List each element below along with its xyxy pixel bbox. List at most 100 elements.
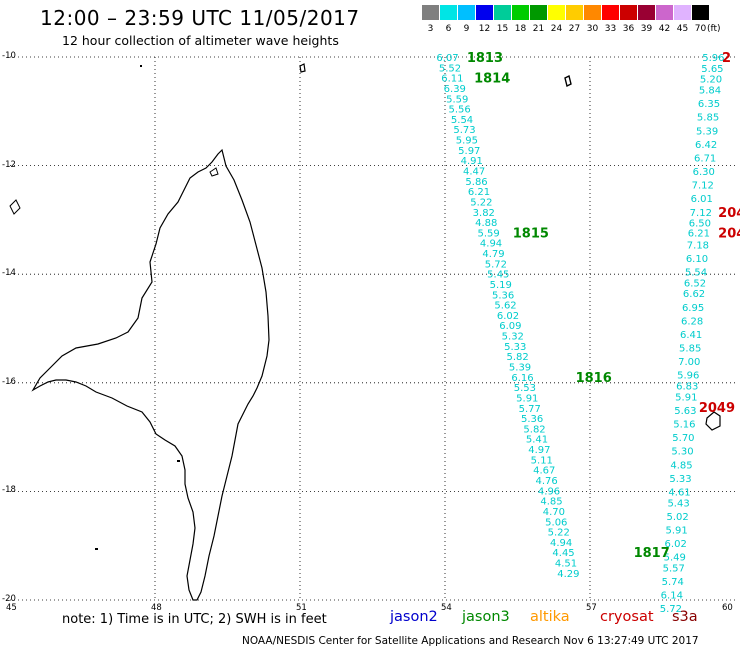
wave-value-desc-36: 5.82 [523, 424, 545, 435]
lon-label-51: 51 [296, 603, 307, 613]
wave-value-asc-16: 6.10 [686, 254, 708, 265]
lon-label-48: 48 [151, 603, 162, 613]
wave-value-asc-32: 4.85 [670, 460, 692, 471]
wave-value-asc-27: 5.91 [675, 392, 697, 403]
legend-cryosat: cryosat [600, 609, 654, 625]
wave-value-asc-24: 7.00 [678, 357, 700, 368]
wave-value-desc-31: 6.16 [511, 373, 533, 384]
wave-value-desc-27: 5.32 [502, 332, 524, 343]
wave-value-desc-44: 4.70 [543, 507, 565, 518]
wave-value-asc-40: 5.57 [663, 563, 685, 574]
wave-value-desc-19: 4.79 [482, 249, 504, 260]
wave-value-asc-25: 5.96 [677, 371, 699, 382]
wave-value-desc-45: 5.06 [545, 517, 567, 528]
time-label-jason3-2: 1815 [513, 226, 549, 241]
wave-value-desc-43: 4.85 [540, 497, 562, 508]
wave-value-asc-5: 5.85 [697, 113, 719, 124]
wave-value-desc-15: 3.82 [473, 208, 495, 219]
north-islet [299, 63, 306, 73]
scale-label-15: 15 [496, 24, 509, 34]
wave-value-asc-36: 5.02 [666, 512, 688, 523]
wave-value-asc-14: 6.21 [688, 228, 710, 239]
wave-value-desc-0: 6.07 [436, 53, 458, 64]
scale-swatch-18 [512, 5, 529, 20]
agalega-islet [564, 74, 572, 88]
wave-value-asc-39: 5.49 [664, 553, 686, 564]
scale-swatch-45 [674, 5, 691, 20]
islet-dot-1 [140, 65, 142, 67]
wave-value-asc-8: 6.71 [694, 153, 716, 164]
wave-value-desc-9: 5.97 [458, 146, 480, 157]
wave-value-desc-12: 5.86 [465, 177, 487, 188]
wave-value-desc-16: 4.88 [475, 218, 497, 229]
scale-swatch-70 [692, 5, 709, 20]
wave-value-desc-34: 5.77 [519, 404, 541, 415]
time-label-cryosat-8: 2049 [699, 401, 735, 416]
wave-value-desc-38: 4.97 [528, 445, 550, 456]
wave-value-asc-33: 5.33 [669, 474, 691, 485]
wave-value-desc-25: 6.02 [497, 311, 519, 322]
footer-note: note: 1) Time is in UTC; 2) SWH is in fe… [62, 612, 327, 627]
time-label-jason3-0: 1813 [467, 51, 503, 66]
wave-value-desc-13: 6.21 [468, 187, 490, 198]
wave-value-asc-15: 7.18 [687, 240, 709, 251]
scale-label-42: 42 [658, 24, 671, 34]
scale-label-70: 70 [694, 24, 707, 34]
wave-value-desc-6: 5.54 [451, 115, 473, 126]
scale-label-33: 33 [604, 24, 617, 34]
wave-value-desc-28: 5.33 [504, 342, 526, 353]
wave-value-desc-21: 5.45 [487, 270, 509, 281]
wave-value-desc-29: 5.82 [507, 352, 529, 363]
scale-swatch-33 [602, 5, 619, 20]
wave-value-asc-34: 4.61 [668, 487, 690, 498]
wave-value-desc-4: 5.59 [446, 94, 468, 105]
wave-value-asc-2: 5.20 [700, 75, 722, 86]
scale-swatch-39 [638, 5, 655, 20]
wave-value-desc-47: 4.94 [550, 538, 572, 549]
wave-value-desc-3: 6.39 [444, 84, 466, 95]
islet-dot-2 [95, 548, 98, 550]
lat-lon-grid [10, 56, 735, 601]
wave-value-desc-23: 5.36 [492, 290, 514, 301]
wave-value-desc-32: 5.53 [514, 383, 536, 394]
wave-value-desc-48: 4.45 [552, 548, 574, 559]
map-subtitle: 12 hour collection of altimeter wave hei… [62, 33, 339, 48]
wave-value-asc-28: 5.63 [674, 406, 696, 417]
west-coast-islet [9, 199, 21, 215]
wave-value-desc-30: 5.39 [509, 363, 531, 374]
scale-label-21: 21 [532, 24, 545, 34]
wave-value-desc-42: 4.96 [538, 486, 560, 497]
reunion-island [705, 411, 721, 431]
lat-label--16: -16 [2, 376, 16, 387]
wave-value-asc-3: 5.84 [699, 86, 721, 97]
wave-value-asc-41: 5.74 [662, 577, 684, 588]
wave-value-desc-17: 5.59 [478, 228, 500, 239]
time-label-cryosat-7: 204 [718, 226, 740, 241]
wave-value-asc-12: 7.12 [690, 208, 712, 219]
wave-value-desc-2: 6.11 [441, 74, 463, 85]
lon-label-45: 45 [6, 603, 17, 613]
wave-value-asc-26: 6.83 [676, 382, 698, 393]
wave-value-asc-23: 5.85 [679, 344, 701, 355]
wave-value-desc-5: 5.56 [449, 105, 471, 116]
wave-value-asc-9: 6.30 [693, 167, 715, 178]
wave-value-desc-8: 5.95 [456, 136, 478, 147]
wave-value-desc-39: 5.11 [531, 455, 553, 466]
wave-value-desc-18: 4.94 [480, 239, 502, 250]
scale-label-3: 3 [427, 24, 434, 34]
wave-value-asc-35: 5.43 [667, 498, 689, 509]
coastline [9, 63, 721, 601]
lon-label-57: 57 [586, 603, 597, 613]
scale-label-39: 39 [640, 24, 653, 34]
scale-swatch-21 [530, 5, 547, 20]
wave-value-asc-29: 5.16 [673, 420, 695, 431]
wave-value-asc-17: 5.54 [685, 267, 707, 278]
scale-label-30: 30 [586, 24, 599, 34]
wave-value-desc-11: 4.47 [463, 166, 485, 177]
time-label-jason3-1: 1814 [474, 72, 510, 87]
wave-value-asc-6: 5.39 [696, 126, 718, 137]
scale-swatch-42 [656, 5, 673, 20]
wave-value-desc-22: 5.19 [490, 280, 512, 291]
time-label-jason3-4: 1817 [634, 546, 670, 561]
